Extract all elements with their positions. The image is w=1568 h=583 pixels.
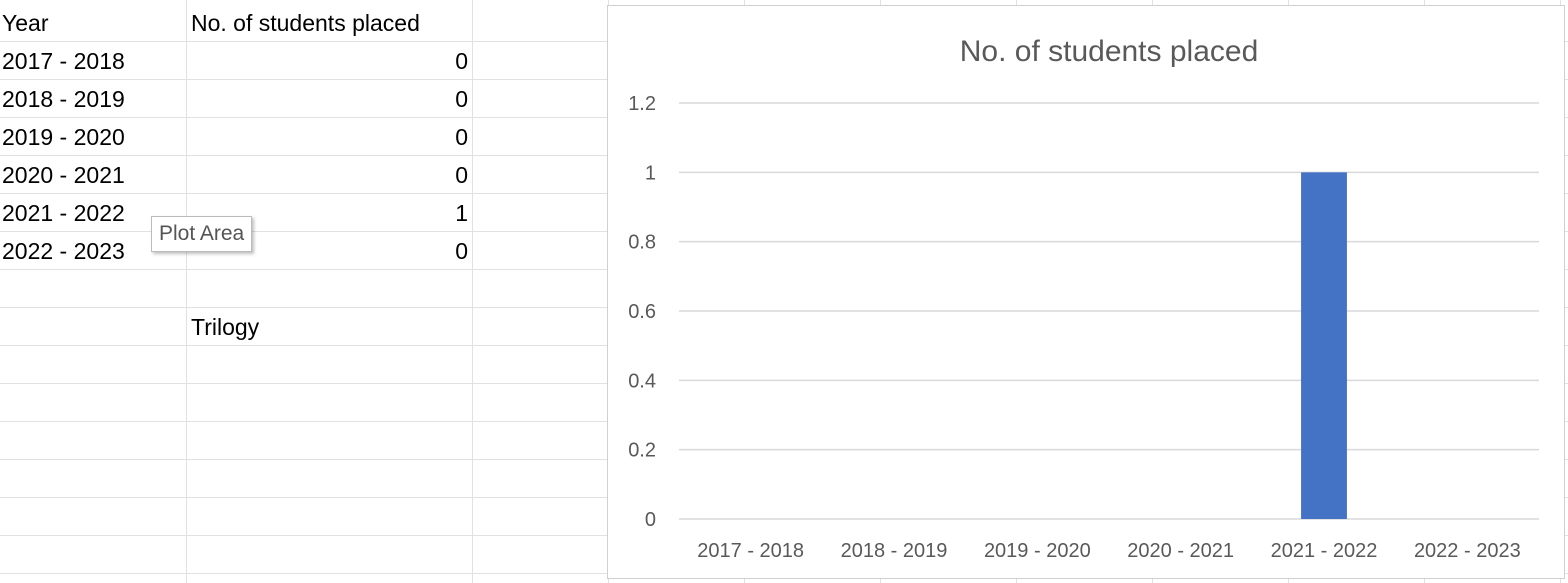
chart-canvas: No. of students placed 0 0.2 0.4 0.6 0.8 1 1.2 2… — [628, 35, 1539, 562]
bar — [1301, 172, 1347, 520]
header-placed-cell[interactable]: No. of students placed — [191, 10, 420, 36]
x-tick-label: 2022 - 2023 — [1414, 540, 1521, 562]
y-tick-label: 1 — [645, 162, 656, 184]
y-tick-label: 0 — [645, 509, 656, 531]
year-cell[interactable]: 2022 - 2023 — [2, 238, 125, 264]
year-cell[interactable]: 2017 - 2018 — [2, 48, 125, 74]
trilogy-cell[interactable]: Trilogy — [191, 314, 260, 340]
x-tick-label: 2019 - 2020 — [984, 540, 1091, 562]
y-tick-label: 0.2 — [628, 440, 656, 462]
x-tick-label: 2020 - 2021 — [1127, 540, 1234, 562]
column-divider — [186, 0, 187, 583]
x-tick-label: 2018 - 2019 — [841, 540, 948, 562]
year-cell[interactable]: 2020 - 2021 — [2, 162, 125, 188]
placed-cell[interactable]: 0 — [455, 162, 468, 188]
year-cell[interactable]: 2019 - 2020 — [2, 124, 125, 150]
bar-chart[interactable]: No. of students placed 0 0.2 0.4 0.6 0.8 1 1.2 2… — [607, 5, 1565, 579]
y-tick-label: 0.8 — [628, 232, 656, 254]
placed-cell[interactable]: 0 — [455, 86, 468, 112]
header-year-cell[interactable]: Year — [2, 10, 49, 36]
placed-cell[interactable]: 0 — [455, 48, 468, 74]
year-cell[interactable]: 2021 - 2022 — [2, 200, 125, 226]
plot-area-tooltip: Plot Area — [151, 216, 253, 252]
x-tick-label: 2017 - 2018 — [697, 540, 804, 562]
x-tick-label: 2021 - 2022 — [1271, 540, 1378, 562]
y-tick-label: 0.4 — [628, 370, 656, 392]
placed-cell[interactable]: 1 — [455, 200, 468, 226]
y-tick-label: 0.6 — [628, 301, 656, 323]
y-tick-label: 1.2 — [628, 93, 656, 115]
placed-cell[interactable]: 0 — [455, 238, 468, 264]
chart-title: No. of students placed — [960, 35, 1259, 68]
year-cell[interactable]: 2018 - 2019 — [2, 86, 125, 112]
column-divider — [472, 0, 473, 583]
placed-cell[interactable]: 0 — [455, 124, 468, 150]
